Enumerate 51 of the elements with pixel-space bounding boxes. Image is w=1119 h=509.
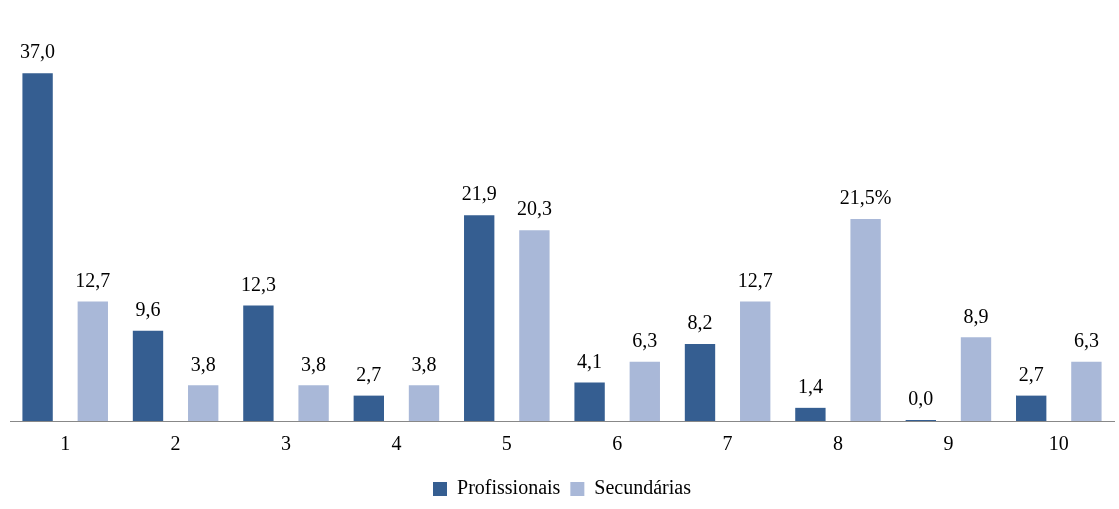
bar	[684, 343, 716, 421]
data-label: 21,9	[461, 182, 497, 205]
bar	[574, 382, 605, 421]
bar	[1071, 361, 1102, 421]
x-tick-label: 1	[60, 432, 71, 455]
data-label: 4,1	[577, 349, 603, 372]
data-label: 20,3	[516, 197, 552, 220]
bar	[740, 301, 771, 421]
x-tick-label: 2	[170, 432, 181, 455]
bar	[77, 301, 108, 421]
data-label: 8,2	[687, 311, 713, 334]
x-tick-label: 10	[1048, 432, 1069, 455]
bar	[353, 395, 384, 421]
x-tick-label: 5	[501, 432, 512, 455]
legend-label: Profissionais	[457, 476, 561, 499]
data-label: 2,7	[1018, 362, 1044, 385]
bar	[519, 230, 550, 421]
x-tick-label: 6	[612, 432, 623, 455]
bar	[188, 385, 219, 421]
bar	[629, 361, 660, 421]
bar	[960, 337, 992, 421]
x-tick-label: 8	[833, 432, 843, 455]
bar	[132, 330, 164, 421]
data-label: 3,8	[301, 352, 327, 375]
bar	[464, 215, 495, 421]
bar	[795, 407, 826, 421]
data-label: 21,5%	[839, 186, 892, 209]
data-label: 2,7	[356, 362, 382, 385]
data-label: 3,8	[190, 352, 216, 375]
data-label: 0,0	[908, 387, 934, 410]
data-label: 9,6	[135, 298, 161, 321]
data-label: 6,3	[1073, 329, 1099, 352]
data-label: 12,3	[240, 272, 276, 295]
bar	[22, 73, 53, 421]
data-label: 3,8	[411, 352, 437, 375]
bar	[408, 385, 440, 421]
x-tick-label: 3	[281, 432, 291, 455]
bar	[1016, 395, 1047, 421]
data-label: 37,0	[20, 40, 56, 63]
x-tick-label: 4	[391, 432, 402, 455]
data-label: 12,7	[737, 268, 773, 291]
bar	[850, 218, 881, 421]
data-label: 12,7	[75, 268, 111, 291]
legend-label: Secundárias	[594, 476, 692, 499]
data-label: 6,3	[632, 329, 658, 352]
x-tick-label: 7	[722, 432, 733, 455]
data-label: 1,4	[797, 375, 823, 398]
data-label: 8,9	[963, 304, 989, 327]
x-tick-label: 9	[943, 432, 954, 455]
bar	[298, 385, 329, 421]
bar	[243, 305, 274, 421]
